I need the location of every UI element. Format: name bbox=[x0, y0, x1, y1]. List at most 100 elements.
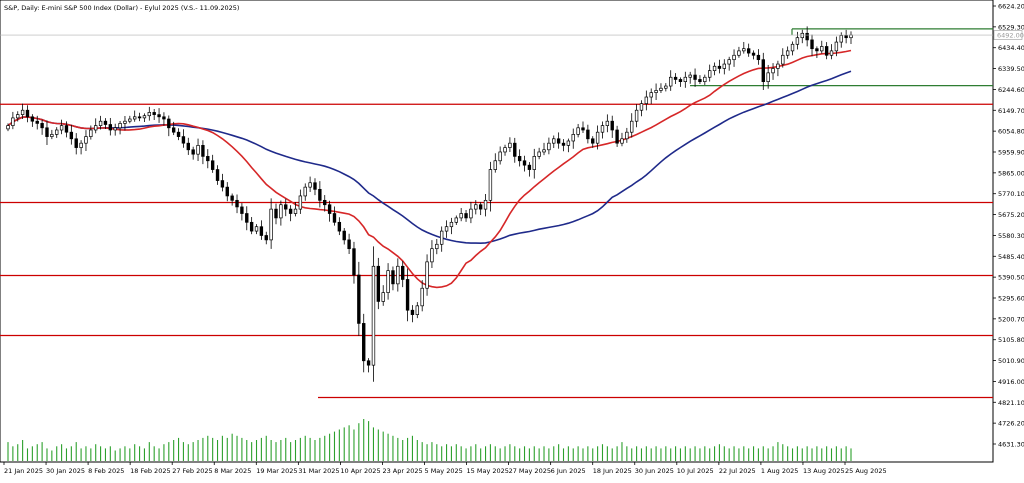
candle-body bbox=[517, 156, 522, 162]
candle-body bbox=[74, 138, 78, 148]
candle bbox=[327, 200, 332, 222]
candle-body bbox=[347, 239, 351, 250]
candle-body bbox=[552, 138, 556, 144]
candle-body bbox=[371, 265, 376, 366]
candle bbox=[118, 120, 122, 135]
candle bbox=[293, 202, 298, 217]
candle-body bbox=[513, 142, 517, 157]
y-axis-tick-label: 4821.10 bbox=[998, 399, 1024, 407]
candle bbox=[678, 77, 683, 87]
candle bbox=[605, 114, 610, 133]
candle-body bbox=[746, 48, 751, 54]
candle-body bbox=[171, 127, 176, 133]
candle bbox=[746, 43, 751, 57]
candle bbox=[191, 146, 195, 160]
candle bbox=[137, 112, 142, 122]
candles-layer bbox=[6, 26, 853, 382]
candle bbox=[625, 127, 629, 143]
candle bbox=[449, 217, 454, 235]
candle-body bbox=[781, 54, 785, 65]
candle bbox=[717, 59, 722, 74]
candle bbox=[64, 121, 69, 138]
candle-body bbox=[649, 92, 653, 98]
support-resistance-layer bbox=[0, 28, 993, 399]
candle-body bbox=[761, 59, 765, 82]
candle bbox=[591, 136, 595, 148]
candle bbox=[805, 26, 809, 47]
candle bbox=[673, 73, 678, 84]
x-axis-tick-label: 18 Jun 2025 bbox=[593, 467, 632, 475]
candle-body bbox=[191, 149, 195, 155]
candle bbox=[357, 261, 361, 336]
candle-body bbox=[703, 76, 707, 82]
candle-body bbox=[59, 125, 64, 131]
candle-body bbox=[410, 309, 415, 315]
candle-body bbox=[805, 32, 809, 41]
candle-body bbox=[50, 134, 54, 137]
y-axis-tick-label: 4726.20 bbox=[998, 420, 1024, 428]
candle bbox=[59, 119, 64, 135]
candle-body bbox=[249, 221, 254, 232]
candle bbox=[659, 83, 663, 93]
candle bbox=[790, 41, 795, 56]
candle bbox=[493, 153, 497, 173]
candle-body bbox=[425, 261, 429, 289]
candle-body bbox=[537, 151, 541, 157]
candle-body bbox=[561, 142, 566, 146]
candle bbox=[45, 120, 49, 145]
candle bbox=[800, 29, 804, 44]
candle bbox=[147, 106, 152, 121]
candle bbox=[323, 195, 327, 212]
candle bbox=[40, 119, 44, 135]
candle-body bbox=[669, 76, 673, 87]
x-axis-tick-label: 22 Jul 2025 bbox=[719, 467, 756, 475]
candle bbox=[820, 40, 824, 54]
candle bbox=[425, 254, 429, 296]
candle-body bbox=[230, 195, 234, 201]
candle-body bbox=[766, 72, 770, 82]
candle-body bbox=[357, 274, 361, 324]
candle bbox=[435, 239, 439, 255]
candle-body bbox=[595, 131, 600, 144]
candle bbox=[459, 208, 463, 222]
candle-body bbox=[532, 156, 536, 170]
candle-body bbox=[298, 195, 303, 210]
candle bbox=[824, 42, 829, 60]
candle bbox=[210, 154, 215, 173]
candle bbox=[722, 59, 726, 75]
candle bbox=[474, 200, 478, 215]
candle bbox=[498, 146, 502, 165]
candle bbox=[366, 358, 371, 373]
y-axis-tick-label: 6244.60 bbox=[998, 86, 1024, 94]
candle bbox=[30, 114, 35, 127]
candle-body bbox=[664, 85, 668, 89]
candle-body bbox=[284, 204, 288, 210]
candle bbox=[6, 123, 10, 132]
x-axis-tick-label: 15 May 2025 bbox=[467, 467, 509, 475]
candle-body bbox=[332, 213, 337, 223]
candle-body bbox=[688, 74, 692, 78]
candle-body bbox=[405, 279, 410, 311]
candle-body bbox=[459, 213, 463, 219]
candle bbox=[581, 121, 585, 133]
candle bbox=[152, 109, 156, 120]
candle-body bbox=[84, 136, 88, 144]
candle-body bbox=[128, 118, 132, 122]
candle bbox=[162, 112, 166, 126]
candle-body bbox=[591, 138, 595, 144]
candle-body bbox=[313, 182, 317, 190]
candle-body bbox=[508, 142, 512, 148]
x-axis-tick-label: 5 May 2025 bbox=[425, 467, 463, 475]
candle-body bbox=[639, 103, 644, 111]
candle bbox=[123, 116, 127, 131]
candle bbox=[254, 224, 259, 235]
candle bbox=[508, 137, 512, 152]
candle bbox=[259, 220, 264, 240]
candle bbox=[181, 129, 186, 148]
candle-body bbox=[269, 208, 273, 241]
candle bbox=[669, 70, 673, 91]
candle-body bbox=[659, 87, 663, 91]
candle-body bbox=[308, 182, 312, 188]
candle-body bbox=[167, 118, 171, 129]
candle-body bbox=[683, 76, 688, 82]
